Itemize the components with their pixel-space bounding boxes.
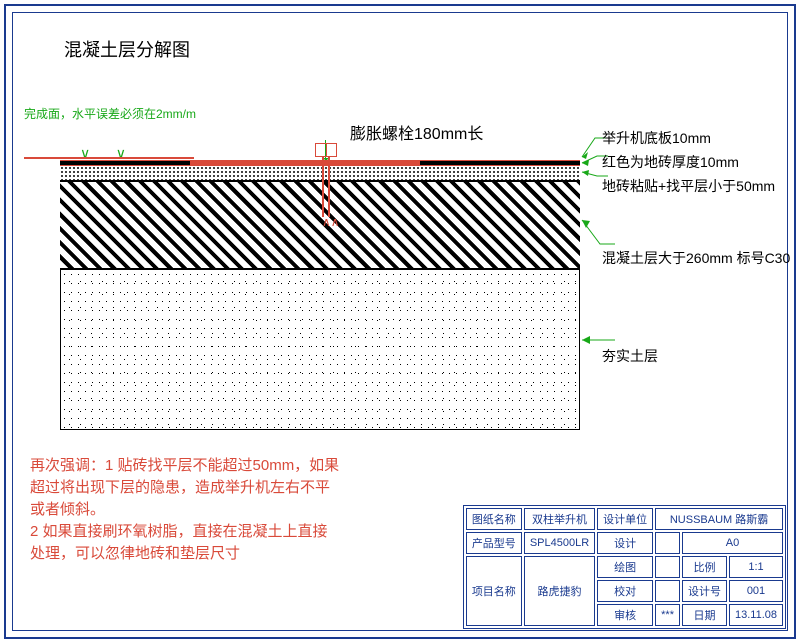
layer-soil [60, 270, 580, 430]
tb-value: 1:1 [729, 556, 783, 578]
tb-value [655, 556, 680, 578]
bolt-shaft [322, 157, 330, 217]
tb-label: 绘图 [597, 556, 653, 578]
tb-label: 校对 [597, 580, 653, 602]
callout-list: 举升机底板10mm 红色为地砖厚度10mm 地砖粘贴+找平层小于50mm 混凝土… [602, 128, 790, 370]
callout-baseplate: 举升机底板10mm [602, 128, 790, 148]
completion-surface-line [24, 157, 194, 159]
tb-value: NUSSBAUM 路斯霸 [655, 508, 783, 530]
callout-adhesive: 地砖粘贴+找平层小于50mm [602, 176, 790, 196]
note-line: 或者倾斜。 [30, 499, 410, 521]
tb-value: *** [655, 604, 680, 626]
callout-concrete: 混凝土层大于260mm 标号C30 [602, 248, 790, 268]
tb-label: 审核 [597, 604, 653, 626]
completion-label: 完成面，水平误差必须在2mm/m [24, 105, 196, 122]
bolt-label: 膨胀螺栓180mm长 [350, 120, 483, 144]
title-block: 图纸名称 双柱举升机 设计单位 NUSSBAUM 路斯霸 产品型号 SPL450… [463, 505, 786, 629]
tb-label: 项目名称 [466, 556, 522, 626]
callout-soil: 夯实土层 [602, 346, 790, 366]
note-line: 处理，可以忽律地砖和垫层尺寸 [30, 543, 410, 565]
notes-block: 再次强调：1 贴砖找平层不能超过50mm，如果 超过将出现下层的隐患，造成举升机… [30, 455, 410, 565]
tb-label: 图纸名称 [466, 508, 522, 530]
note-line: 2 如果直接刷环氧树脂，直接在混凝土上直接 [30, 521, 410, 543]
tb-label: 设计号 [682, 580, 727, 602]
tb-value: 双柱举升机 [524, 508, 595, 530]
note-line: 超过将出现下层的隐患，造成举升机左右不平 [30, 477, 410, 499]
tb-label: 产品型号 [466, 532, 522, 554]
tb-label: 设计 [597, 532, 653, 554]
tb-value: A0 [682, 532, 783, 554]
page-title: 混凝土层分解图 [64, 36, 190, 62]
note-line: 再次强调：1 贴砖找平层不能超过50mm，如果 [30, 455, 410, 477]
bolt-tip: ∧∧ [322, 215, 332, 227]
tb-value: SPL4500LR [524, 532, 595, 554]
tb-value [655, 580, 680, 602]
tb-label: 比例 [682, 556, 727, 578]
tb-value [655, 532, 680, 554]
tb-value: 001 [729, 580, 783, 602]
bolt-head [315, 143, 337, 157]
expansion-bolt: ∧∧ [312, 143, 340, 228]
tb-label: 设计单位 [597, 508, 653, 530]
tb-value: 路虎捷豹 [524, 556, 595, 626]
tb-label: 日期 [682, 604, 727, 626]
callout-tile: 红色为地砖厚度10mm [602, 152, 790, 172]
tb-value: 13.11.08 [729, 604, 783, 626]
